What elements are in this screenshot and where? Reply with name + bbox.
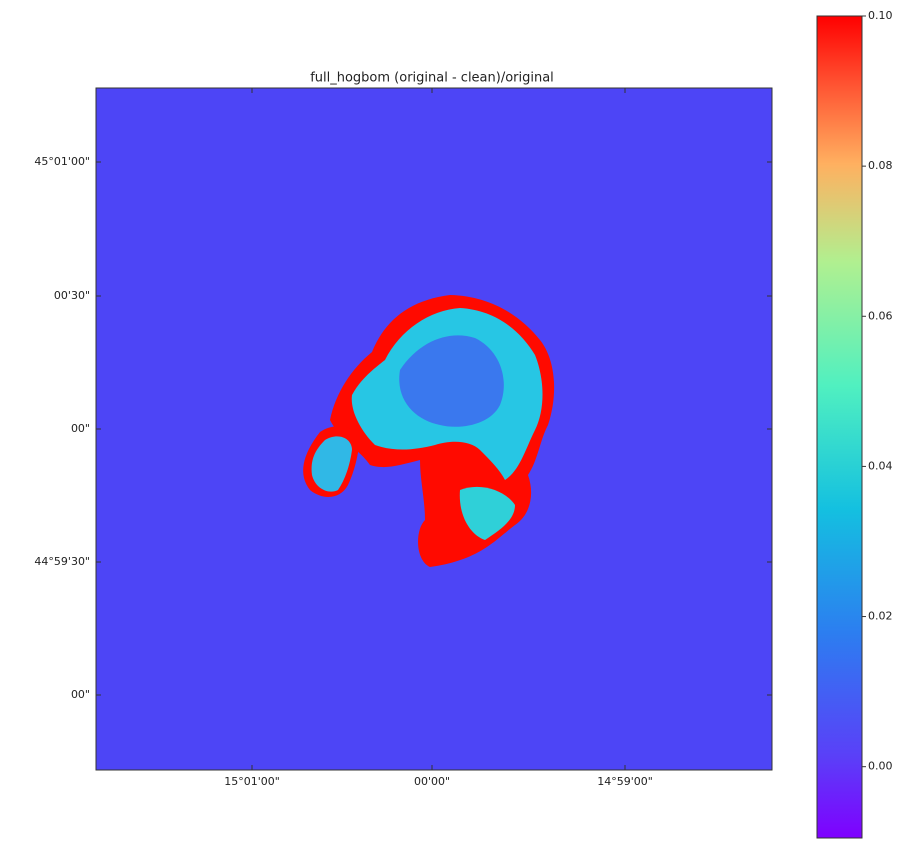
x-tick-label: 15°01'00" bbox=[224, 775, 280, 788]
x-tick-label: 14°59'00" bbox=[597, 775, 653, 788]
x-tick-label: 00'00" bbox=[414, 775, 450, 788]
y-tick-label: 44°59'30" bbox=[34, 555, 90, 568]
y-tick-label: 00'30" bbox=[54, 289, 90, 302]
colorbar-tick-label: 0.10 bbox=[868, 9, 893, 22]
colorbar-tick-label: 0.00 bbox=[868, 760, 893, 773]
y-tick-label: 00" bbox=[71, 422, 90, 435]
colorbar bbox=[817, 16, 862, 838]
chart-title: full_hogbom (original - clean)/original bbox=[310, 71, 554, 86]
y-tick-label: 00" bbox=[71, 688, 90, 701]
colorbar-tick-label: 0.02 bbox=[868, 610, 893, 623]
colorbar-tick-label: 0.06 bbox=[868, 309, 893, 322]
y-tick-label: 45°01'00" bbox=[34, 155, 90, 168]
colorbar-tick-label: 0.08 bbox=[868, 159, 893, 172]
figure: full_hogbom (original - clean)/original … bbox=[0, 0, 897, 841]
colorbar-tick-label: 0.04 bbox=[868, 459, 893, 472]
image bbox=[96, 88, 772, 770]
